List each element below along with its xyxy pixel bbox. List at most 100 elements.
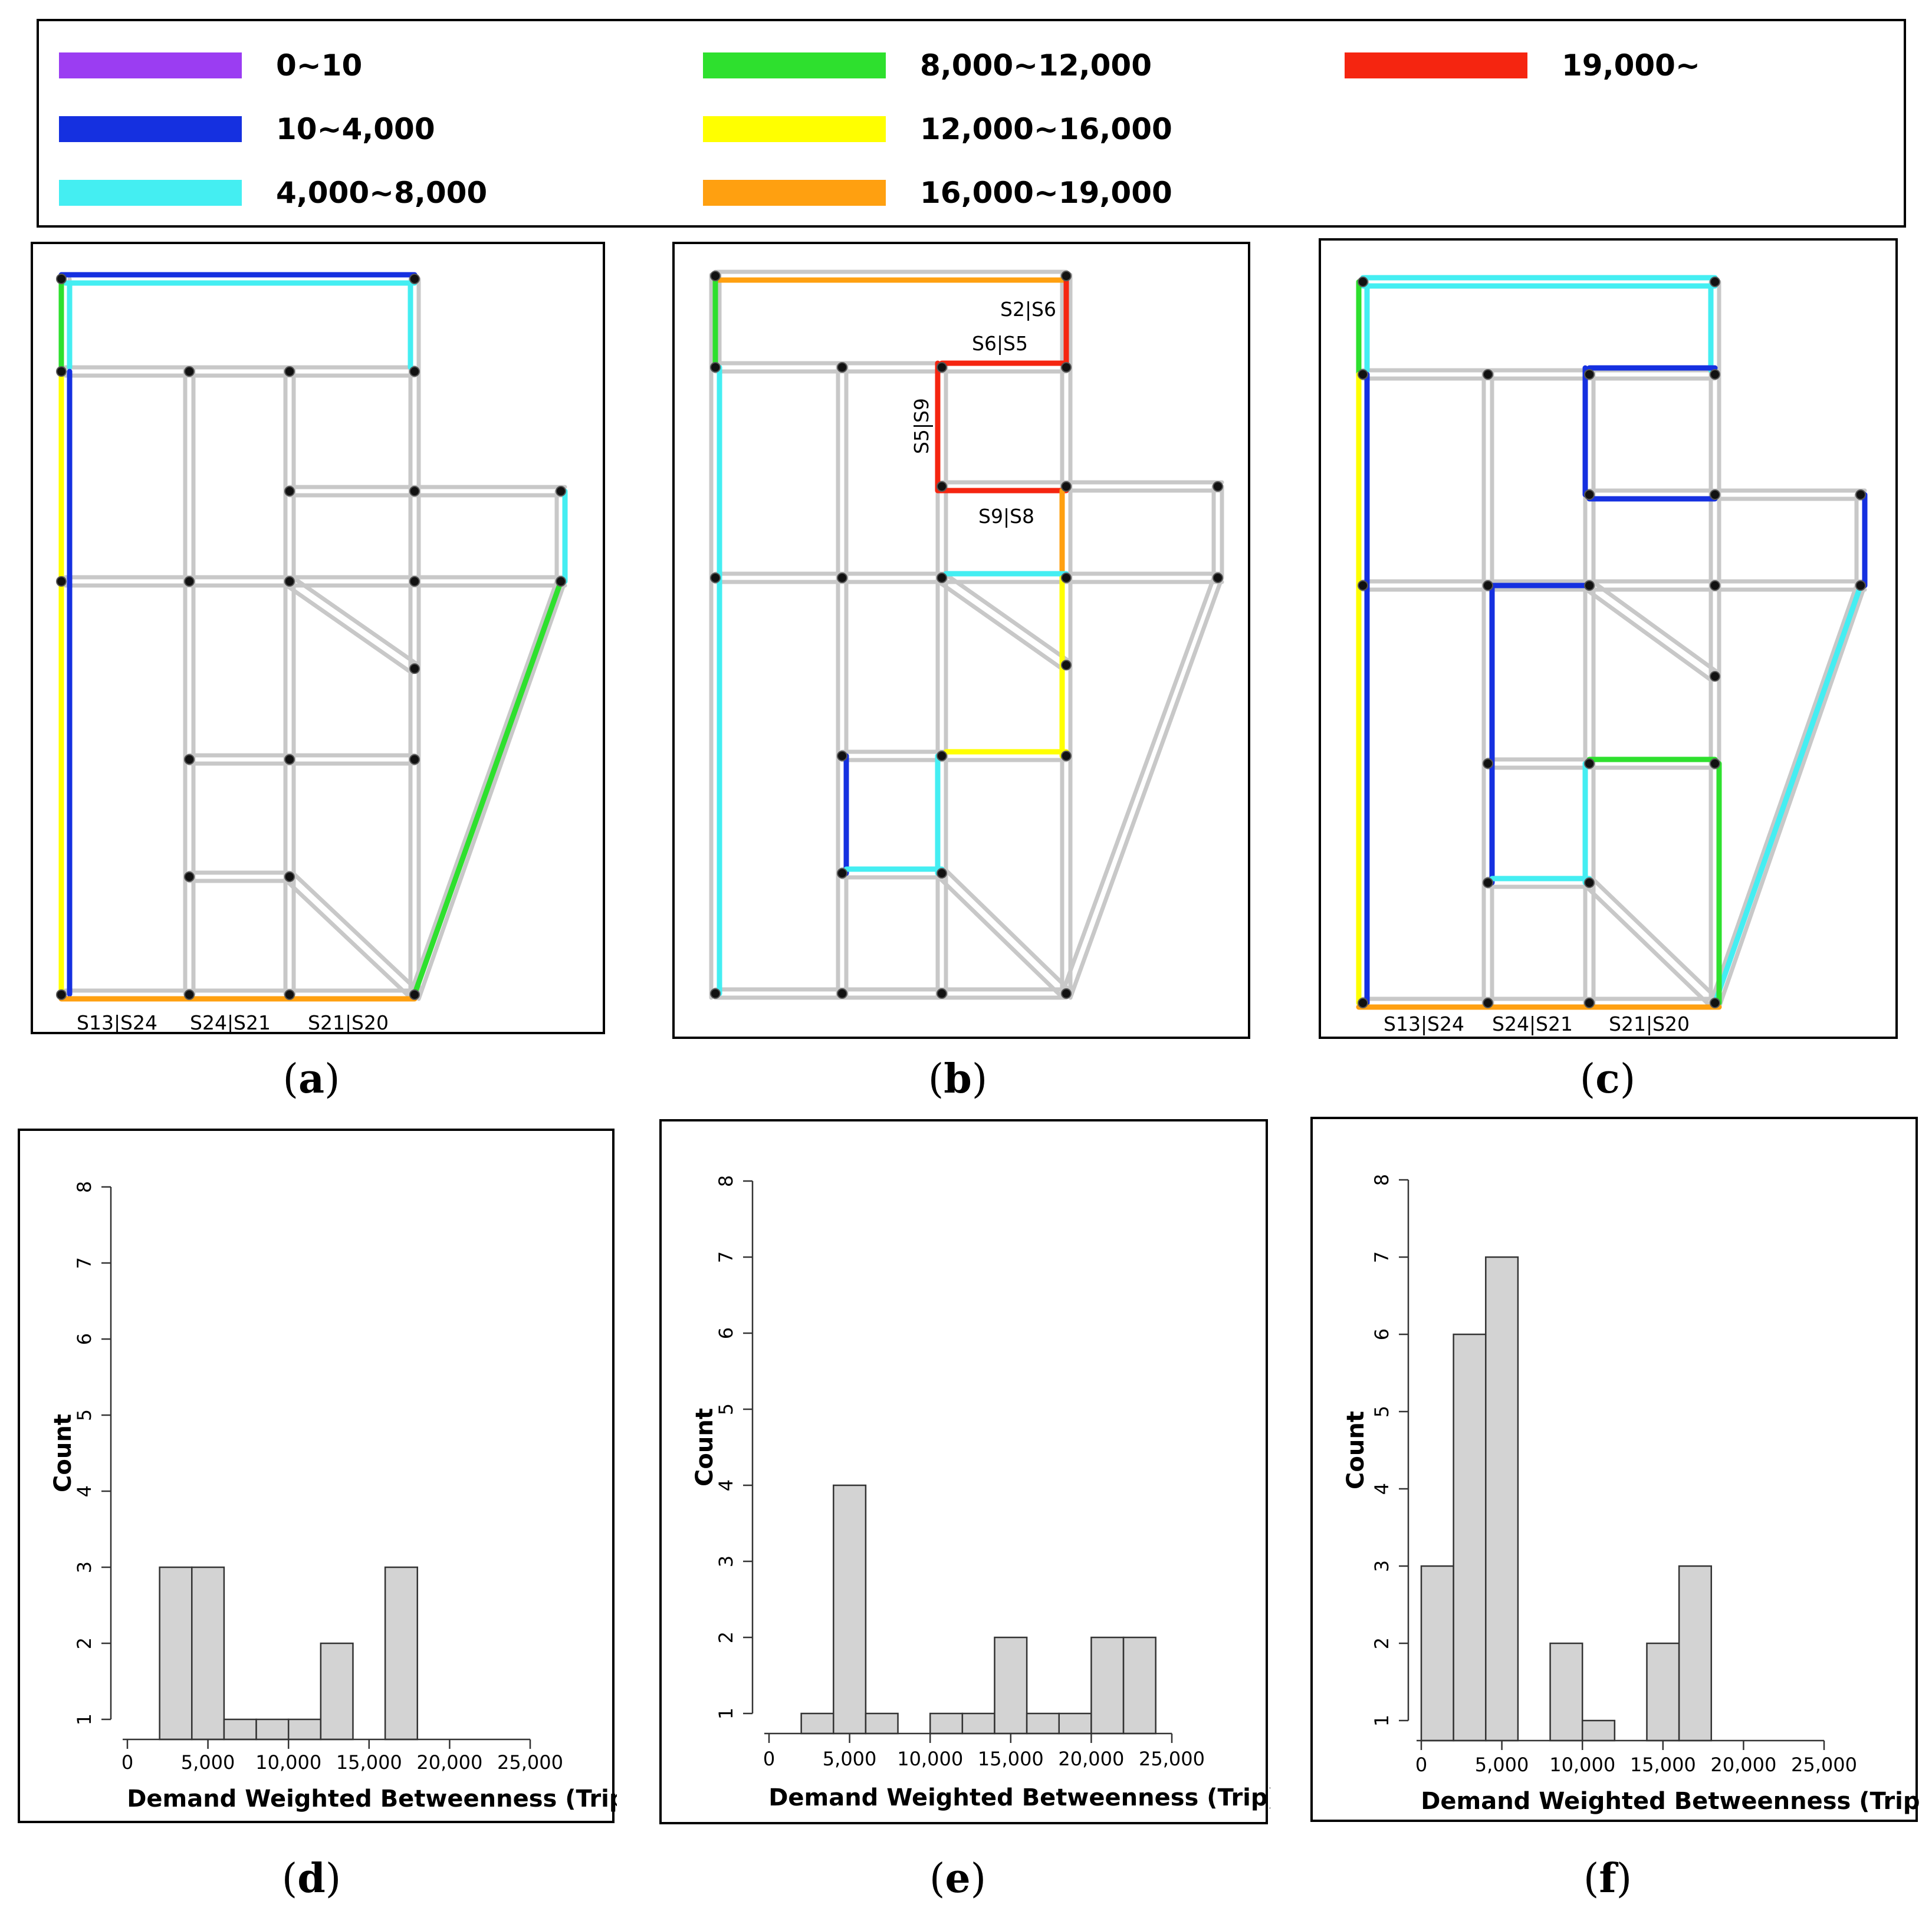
- histogram-bar: [929, 1712, 964, 1735]
- histogram-bar: [320, 1642, 354, 1741]
- y-tick-label: 8: [1371, 1174, 1393, 1186]
- y-tick-label: 8: [73, 1181, 96, 1193]
- y-tick-label: 3: [715, 1555, 737, 1567]
- histogram-bar: [1026, 1712, 1060, 1735]
- link-label: S2|S6: [1000, 298, 1056, 321]
- histogram-bar: [865, 1712, 899, 1735]
- y-tick-label: 3: [73, 1561, 96, 1573]
- y-tick-label: 4: [715, 1479, 737, 1491]
- x-tick-label: 15,000: [978, 1748, 1044, 1770]
- histogram-f: 0 5,000 10,000 15,000 20,000 25,000 1 2 3 4 5 6 7 8 Co…: [1342, 1174, 1920, 1815]
- y-axis-title: Count: [691, 1408, 718, 1486]
- x-tick-label: 15,000: [336, 1751, 402, 1774]
- legend-swatch: [703, 180, 886, 206]
- histogram-panel-f: 0 5,000 10,000 15,000 20,000 25,000 1 2 3 4 5 6 7 8 Co…: [1310, 1117, 1920, 1822]
- x-tick-label: 20,000: [1710, 1754, 1776, 1776]
- y-tick-label: 1: [715, 1708, 737, 1719]
- legend-label: 12,000~16,000: [920, 112, 1172, 146]
- network-diagram-a: S13|S24 S24|S21 S21|S20: [56, 272, 568, 1034]
- x-tick-label: 15,000: [1630, 1754, 1696, 1776]
- x-tick-label: 5,000: [181, 1751, 235, 1774]
- y-tick-label: 2: [1371, 1637, 1393, 1649]
- x-tick-label: 0: [1415, 1754, 1427, 1776]
- network-panel-b: S2|S6 S6|S5 S5|S9 S9|S8: [672, 242, 1250, 1039]
- legend-item: 16,000~19,000: [703, 176, 1172, 210]
- legend-swatch: [59, 116, 242, 142]
- y-tick-label: 2: [715, 1632, 737, 1643]
- histogram-bar: [961, 1712, 995, 1735]
- histogram-e: 0 5,000 10,000 15,000 20,000 25,000 1 2 3 4 5 6 7 8 Co…: [691, 1175, 1270, 1811]
- y-tick-label: 2: [73, 1637, 96, 1649]
- x-tick-label: 5,000: [823, 1748, 877, 1770]
- histogram-bar: [191, 1566, 225, 1741]
- caption-a: (a): [282, 1055, 340, 1103]
- legend-swatch: [1345, 52, 1527, 78]
- y-tick-label: 4: [1371, 1483, 1393, 1495]
- x-tick-label: 25,000: [1139, 1748, 1205, 1770]
- link-label: S13|S24: [1384, 1012, 1464, 1035]
- histogram-bar: [1420, 1565, 1454, 1742]
- y-tick-label: 7: [715, 1251, 737, 1263]
- legend-label: 4,000~8,000: [276, 176, 488, 210]
- y-axis-title: Count: [1342, 1411, 1369, 1489]
- caption-b: (b): [928, 1055, 988, 1103]
- y-tick-label: 3: [1371, 1560, 1393, 1572]
- legend-label: 8,000~12,000: [920, 48, 1152, 83]
- y-tick-label: 6: [73, 1333, 96, 1345]
- histogram-bar: [1581, 1719, 1616, 1742]
- network-panel-c: S13|S24 S24|S21 S21|S20: [1319, 238, 1898, 1039]
- histogram-bar: [223, 1718, 257, 1741]
- x-tick-label: 10,000: [897, 1748, 963, 1770]
- legend-swatch: [703, 52, 886, 78]
- legend-label: 16,000~19,000: [920, 176, 1172, 210]
- link-label: S9|S8: [978, 505, 1034, 528]
- x-tick-label: 0: [763, 1748, 775, 1770]
- y-tick-label: 8: [715, 1175, 737, 1187]
- histogram-bar: [384, 1566, 419, 1741]
- network-diagram-c: S13|S24 S24|S21 S21|S20: [1356, 275, 1868, 1035]
- link-label: S6|S5: [972, 332, 1028, 355]
- legend-label: 10~4,000: [276, 112, 435, 146]
- x-tick-label: 0: [121, 1751, 133, 1774]
- caption-c: (c): [1579, 1055, 1636, 1103]
- legend-item: 8,000~12,000: [703, 48, 1152, 83]
- link-label: S13|S24: [77, 1011, 157, 1034]
- y-tick-label: 6: [715, 1327, 737, 1339]
- caption-e: (e): [929, 1855, 987, 1902]
- x-tick-label: 20,000: [416, 1751, 482, 1774]
- y-tick-label: 1: [73, 1713, 96, 1725]
- histogram-bar: [1646, 1642, 1680, 1742]
- histogram-bar: [994, 1636, 1028, 1735]
- x-tick-label: 10,000: [255, 1751, 321, 1774]
- histogram-bar: [1122, 1636, 1156, 1735]
- histogram-bar: [833, 1484, 867, 1735]
- y-tick-label: 5: [1371, 1406, 1393, 1417]
- link-label: S24|S21: [1492, 1012, 1573, 1035]
- histogram-bar: [287, 1718, 322, 1741]
- histogram-d: 0 5,000 10,000 15,000 20,000 25,000 1 2 3 4 5 6 7 8 Co…: [50, 1181, 617, 1813]
- histogram-panel-d: 0 5,000 10,000 15,000 20,000 25,000 1 2 3 4 5 6 7 8 Co…: [18, 1129, 617, 1823]
- histogram-bar: [1090, 1636, 1125, 1735]
- y-tick-label: 1: [1371, 1715, 1393, 1726]
- legend-swatch: [59, 180, 242, 206]
- histogram-bar: [1485, 1256, 1519, 1742]
- network-panel-a: S13|S24 S24|S21 S21|S20: [31, 242, 605, 1034]
- histogram-bar: [1058, 1712, 1092, 1735]
- legend-swatch: [703, 116, 886, 142]
- legend-item: 0~10: [59, 48, 362, 83]
- histogram-bar: [159, 1566, 193, 1741]
- legend-item: 4,000~8,000: [59, 176, 487, 210]
- x-axis-title: Demand Weighted Betweenness (Trip): [1421, 1788, 1920, 1815]
- histogram-bar: [1678, 1565, 1713, 1742]
- x-tick-label: 25,000: [497, 1751, 563, 1774]
- link-label: S5|S9: [910, 398, 933, 454]
- network-diagram-b: S2|S6 S6|S5 S5|S9 S9|S8: [709, 269, 1224, 1000]
- y-tick-label: 5: [73, 1409, 96, 1421]
- y-tick-label: 6: [1371, 1328, 1393, 1340]
- y-tick-label: 7: [73, 1257, 96, 1269]
- legend-swatch: [59, 52, 242, 78]
- y-tick-label: 4: [73, 1485, 96, 1497]
- caption-f: (f): [1583, 1855, 1632, 1902]
- x-axis-title: Demand Weighted Betweenness (Trip): [127, 1785, 617, 1813]
- y-tick-label: 5: [715, 1403, 737, 1415]
